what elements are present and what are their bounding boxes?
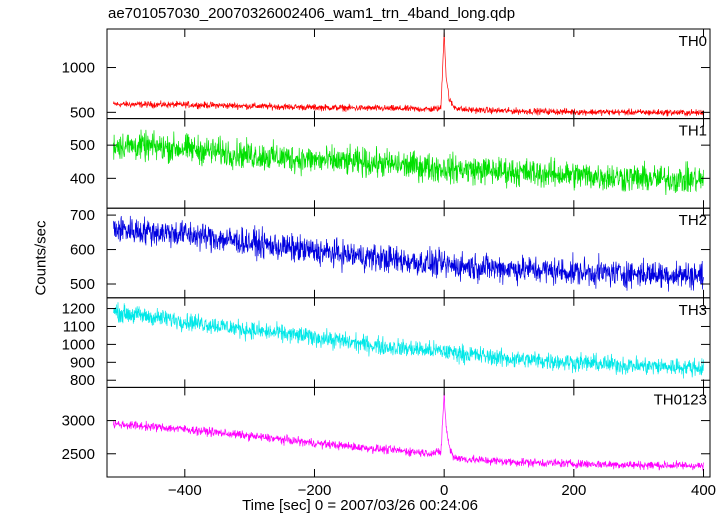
panel-label-th0: TH0 xyxy=(679,33,707,50)
y-tick-label-th3: 800 xyxy=(70,372,95,389)
y-tick-label-th3: 1000 xyxy=(62,336,95,353)
panel-frame-th2 xyxy=(107,208,710,298)
y-tick-label-th1: 500 xyxy=(70,137,95,154)
y-tick-label-th3: 1100 xyxy=(63,318,95,335)
series-line-th1 xyxy=(114,130,704,195)
y-tick-label-th0: 1000 xyxy=(62,60,95,77)
panel-label-th0123: TH0123 xyxy=(654,391,707,408)
y-tick-label-th0123: 3000 xyxy=(62,413,95,430)
y-tick-label-th0123: 2500 xyxy=(62,446,95,463)
y-axis-label: Counts/sec xyxy=(33,220,50,295)
panel-label-th3: TH3 xyxy=(679,302,707,319)
y-tick-label-th1: 400 xyxy=(70,170,95,187)
series-line-th3 xyxy=(114,302,704,378)
x-axis-label: Time [sec] 0 = 2007/03/26 00:24:06 xyxy=(0,497,720,514)
panel-frame-th3 xyxy=(107,298,710,388)
y-tick-label-th3: 1200 xyxy=(62,301,95,318)
y-tick-label-th2: 600 xyxy=(70,242,95,259)
y-tick-label-th0: 500 xyxy=(70,104,95,121)
series-line-th2 xyxy=(114,216,704,292)
y-tick-label-th2: 700 xyxy=(70,207,95,224)
y-tick-label-th3: 900 xyxy=(70,354,95,371)
panel-label-th1: TH1 xyxy=(679,123,707,140)
series-line-th0 xyxy=(114,32,704,116)
y-tick-label-th2: 500 xyxy=(70,276,95,293)
panel-frame-th0 xyxy=(107,29,710,119)
series-line-th0123 xyxy=(114,392,704,471)
panel-label-th2: TH2 xyxy=(679,212,707,229)
